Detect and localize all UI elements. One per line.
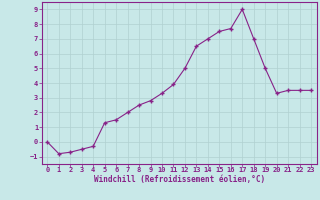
X-axis label: Windchill (Refroidissement éolien,°C): Windchill (Refroidissement éolien,°C) [94, 175, 265, 184]
